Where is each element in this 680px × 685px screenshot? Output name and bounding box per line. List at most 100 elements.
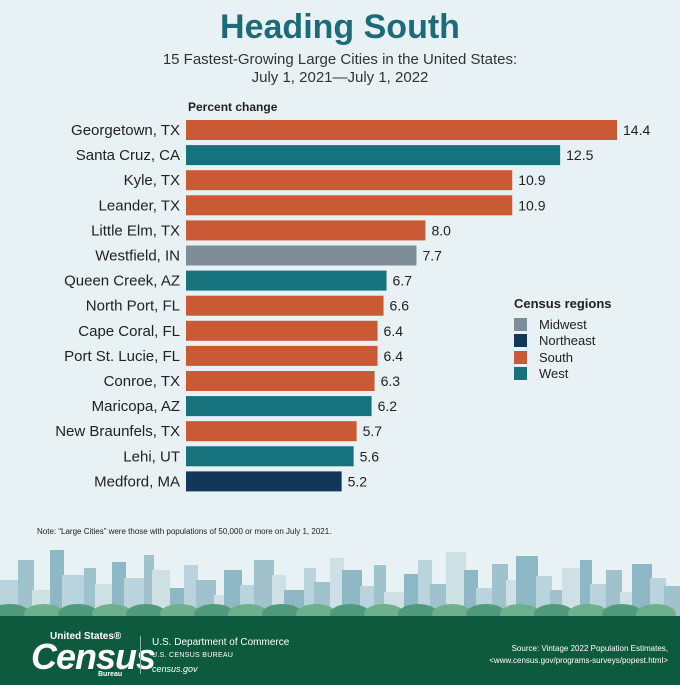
source-note: Source: Vintage 2022 Population Estimate… (489, 643, 668, 667)
bureau-name: U.S. CENSUS BUREAU (152, 652, 234, 659)
value-label: 6.2 (378, 398, 398, 414)
legend-swatch (514, 350, 527, 364)
value-label: 5.7 (363, 423, 383, 439)
skyline-building (144, 555, 154, 616)
department-name: U.S. Department of Commerce (152, 637, 290, 648)
legend-item: Midwest (514, 316, 612, 333)
skyline-tree (228, 604, 268, 616)
legend-swatch (514, 317, 527, 331)
skyline-building (418, 560, 432, 616)
skyline-building (632, 564, 652, 616)
legend-item: West (514, 366, 612, 383)
skyline-building (562, 568, 582, 616)
subtitle-line-1: 15 Fastest-Growing Large Cities in the U… (162, 51, 518, 68)
bar (186, 396, 372, 417)
skyline-building (50, 550, 64, 616)
skyline-tree (432, 604, 472, 616)
skyline-building (330, 558, 344, 616)
skyline-tree (398, 604, 438, 616)
legend-label: Midwest (539, 316, 587, 332)
value-label: 6.3 (381, 373, 401, 389)
legend-item: Northeast (514, 333, 612, 350)
skyline-tree (364, 604, 404, 616)
bar (186, 371, 375, 391)
skyline-building (112, 562, 126, 616)
footer: United States® Census Bureau U.S. Depart… (0, 616, 680, 685)
value-label: 6.4 (384, 348, 404, 364)
category-label: Cape Coral, FL (78, 323, 180, 340)
skyline-building (254, 560, 274, 616)
census-logo-bureau-text: Bureau (98, 671, 123, 678)
skyline-tree (0, 604, 30, 616)
legend: Census regions Midwest Northeast South West (514, 296, 612, 382)
skyline-tree (568, 604, 608, 616)
skyline-building (152, 570, 170, 616)
bar (186, 446, 354, 467)
value-label: 5.6 (360, 448, 380, 464)
legend-title: Census regions (514, 296, 612, 311)
skyline-tree (126, 604, 166, 616)
skyline-building (516, 556, 538, 616)
category-label: Leander, TX (99, 197, 180, 214)
value-label: 8.0 (431, 222, 451, 238)
skyline-tree (534, 604, 574, 616)
value-label: 6.7 (393, 273, 413, 289)
legend-label: West (539, 366, 569, 382)
value-label: 10.9 (518, 172, 545, 188)
subtitle-line-2: July 1, 2021—July 1, 2022 (251, 69, 429, 86)
skyline-tree (330, 604, 370, 616)
bar-chart: Percent change Georgetown, TX 14.4 Santa Cr… (55, 100, 650, 492)
bar (186, 245, 417, 266)
value-label: 5.2 (348, 473, 368, 489)
category-label: Kyle, TX (124, 172, 180, 189)
skyline-tree (160, 604, 200, 616)
skyline-building (374, 565, 386, 616)
census-logo: Census (31, 636, 156, 677)
footer-divider (140, 636, 141, 674)
axis-label: Percent change (188, 100, 278, 114)
category-label: Lehi, UT (123, 448, 180, 465)
skyline-tree (24, 604, 64, 616)
legend-swatch (514, 334, 527, 348)
value-label: 12.5 (566, 147, 593, 163)
value-label: 10.9 (518, 197, 545, 213)
value-label: 6.4 (384, 323, 404, 339)
value-label: 14.4 (623, 122, 650, 138)
bar (186, 145, 561, 166)
skyline-building (492, 564, 508, 616)
category-label: Port St. Lucie, FL (64, 348, 180, 365)
bar (186, 220, 426, 241)
skyline-tree (194, 604, 234, 616)
skyline-tree (602, 604, 642, 616)
legend-label: Northeast (539, 333, 596, 349)
category-label: Queen Creek, AZ (64, 273, 180, 290)
skyline-tree (500, 604, 540, 616)
value-label: 6.6 (390, 298, 410, 314)
skyline-building (464, 570, 478, 616)
bar (186, 345, 378, 366)
legend-label: South (539, 349, 573, 365)
city-skyline-illustration (0, 550, 680, 616)
legend-swatch (514, 367, 527, 381)
category-label: North Port, FL (86, 298, 180, 315)
skyline-tree (58, 604, 98, 616)
category-label: Westfield, IN (95, 248, 180, 265)
skyline-building (446, 552, 466, 616)
source-line-2: <www.census.gov/programs-surveys/popest.… (489, 656, 668, 665)
bar (186, 270, 387, 291)
bar (186, 120, 617, 140)
category-label: New Braunfels, TX (55, 423, 180, 440)
category-label: Little Elm, TX (91, 222, 180, 239)
chart-title: Heading South (220, 8, 460, 46)
skyline-building (304, 568, 316, 616)
chart-note: Note: “Large Cities” were those with pop… (37, 527, 332, 536)
skyline-tree (466, 604, 506, 616)
chart-subtitle: 15 Fastest-Growing Large Cities in the U… (0, 51, 680, 87)
skyline-building (224, 570, 242, 616)
website-link[interactable]: census.gov (152, 664, 198, 674)
bar (186, 320, 378, 341)
category-label: Georgetown, TX (71, 122, 180, 139)
bar (186, 295, 384, 316)
skyline-building (184, 565, 198, 616)
skyline-tree (296, 604, 336, 616)
